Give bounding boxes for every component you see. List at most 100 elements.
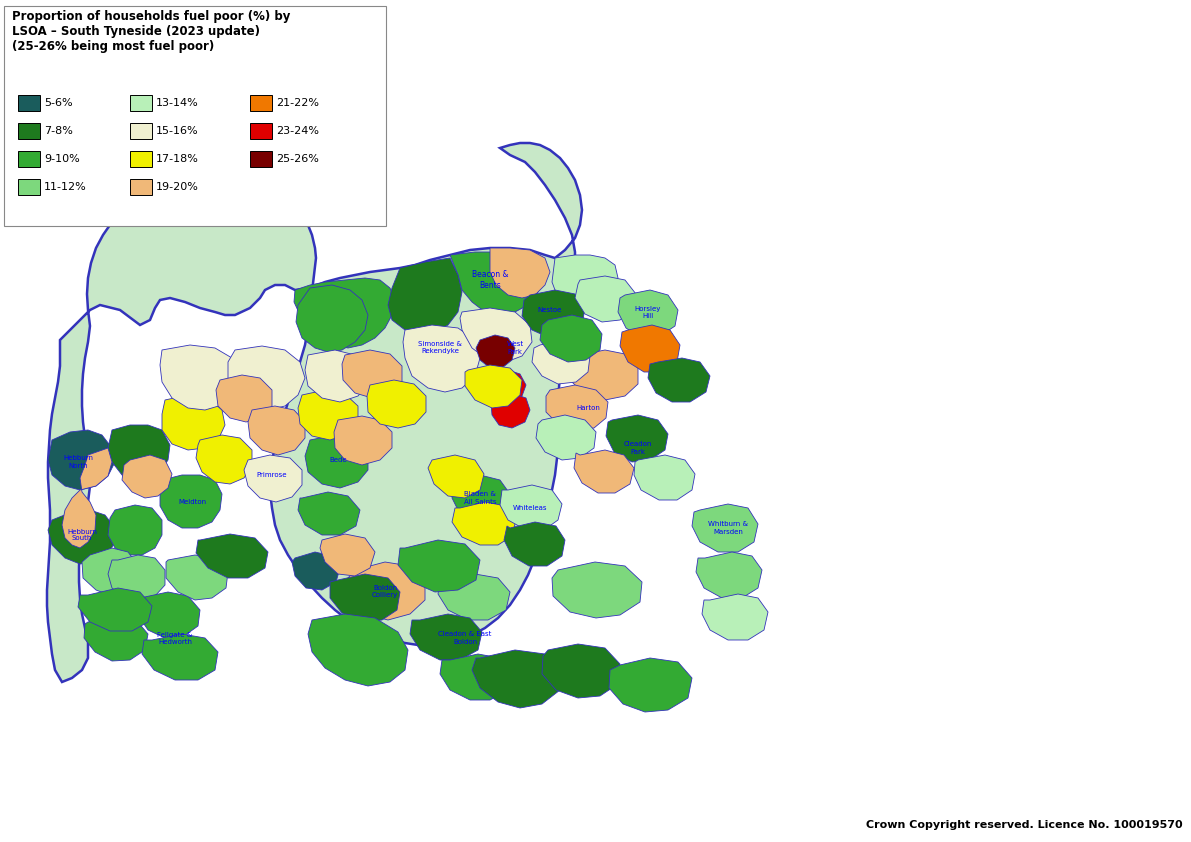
Bar [250,95,272,111]
Polygon shape [403,325,480,392]
Polygon shape [410,614,482,660]
Text: Cleadon
Park: Cleadon Park [624,441,653,455]
Polygon shape [438,574,510,620]
Text: 23-24%: 23-24% [276,126,319,136]
Text: 21-22%: 21-22% [276,98,319,108]
Polygon shape [298,390,358,440]
Polygon shape [472,650,562,708]
Polygon shape [108,505,162,555]
Polygon shape [108,425,170,480]
Text: Hebburn
South: Hebburn South [67,529,96,541]
Polygon shape [464,365,522,408]
Polygon shape [166,555,227,600]
Text: Boldon
Colliery: Boldon Colliery [372,585,398,599]
Text: West
Park: West Park [506,342,524,354]
Polygon shape [488,370,526,403]
Polygon shape [305,350,368,402]
Polygon shape [428,455,484,498]
Polygon shape [490,248,550,298]
Bar [130,123,152,139]
Polygon shape [542,644,621,698]
Polygon shape [618,290,678,338]
Text: 7-8%: 7-8% [44,126,73,136]
Text: Primrose: Primrose [257,472,287,478]
Polygon shape [532,340,590,384]
Text: Simonside &
Rekendyke: Simonside & Rekendyke [418,342,462,354]
Polygon shape [82,548,138,596]
Polygon shape [333,416,392,465]
Bar [18,151,40,167]
Polygon shape [491,394,530,428]
Polygon shape [197,534,268,578]
FancyBboxPatch shape [4,6,386,226]
Polygon shape [308,614,409,686]
Bar [18,179,40,195]
Bar [18,95,40,111]
Polygon shape [574,450,634,493]
Polygon shape [696,552,762,598]
Polygon shape [522,290,585,338]
Bar [250,151,272,167]
Polygon shape [572,350,638,400]
Text: Meldton: Meldton [177,499,206,505]
Polygon shape [162,395,225,450]
Polygon shape [248,406,305,455]
Polygon shape [46,143,582,682]
Polygon shape [540,315,601,362]
Text: Fellgate &
Hedworth: Fellgate & Hedworth [157,632,193,644]
Polygon shape [138,592,200,638]
Polygon shape [609,658,692,712]
Text: Bladen &
All Saints: Bladen & All Saints [463,492,497,504]
Polygon shape [342,350,403,398]
Polygon shape [227,346,305,410]
Text: Hebburn
North: Hebburn North [63,456,93,468]
Polygon shape [692,504,757,552]
Polygon shape [398,540,480,592]
Polygon shape [77,588,152,631]
Polygon shape [476,335,515,368]
Text: 13-14%: 13-14% [156,98,199,108]
Bar [250,123,272,139]
Polygon shape [551,562,642,618]
Text: 15-16%: 15-16% [156,126,199,136]
Polygon shape [160,475,222,528]
Text: Nestoe: Nestoe [538,307,562,313]
Polygon shape [453,475,510,522]
Polygon shape [62,448,112,548]
Polygon shape [348,562,425,620]
Polygon shape [621,325,680,372]
Text: 19-20%: 19-20% [156,182,199,192]
Polygon shape [439,654,512,700]
Text: 11-12%: 11-12% [44,182,87,192]
Polygon shape [701,594,768,640]
Text: 5-6%: 5-6% [44,98,73,108]
Polygon shape [142,634,218,680]
Text: 25-26%: 25-26% [276,154,319,164]
Polygon shape [298,492,360,535]
Polygon shape [197,435,252,484]
Text: Bede: Bede [329,457,347,463]
Polygon shape [305,435,368,488]
Polygon shape [460,308,532,362]
Text: 9-10%: 9-10% [44,154,80,164]
Polygon shape [551,255,618,308]
Polygon shape [545,385,607,430]
Text: Cleadon & East
Boldon: Cleadon & East Boldon [438,632,492,644]
Polygon shape [648,358,710,402]
Polygon shape [606,415,668,462]
Polygon shape [244,455,303,502]
Bar [130,179,152,195]
Text: Horsley
Hill: Horsley Hill [635,306,661,318]
Polygon shape [48,430,116,490]
Text: Beacon &
Bents: Beacon & Bents [472,270,509,290]
Text: Proportion of households fuel poor (%) by
LSOA – South Tyneside (2023 update)
(2: Proportion of households fuel poor (%) b… [12,10,291,53]
Text: Harton: Harton [576,405,600,411]
Polygon shape [297,285,368,352]
Polygon shape [292,552,339,590]
Polygon shape [634,455,696,500]
Polygon shape [121,455,172,498]
Bar [130,151,152,167]
Text: Whiteleas: Whiteleas [513,505,547,511]
Text: Whitburn &
Marsden: Whitburn & Marsden [707,521,748,535]
Polygon shape [48,510,116,564]
